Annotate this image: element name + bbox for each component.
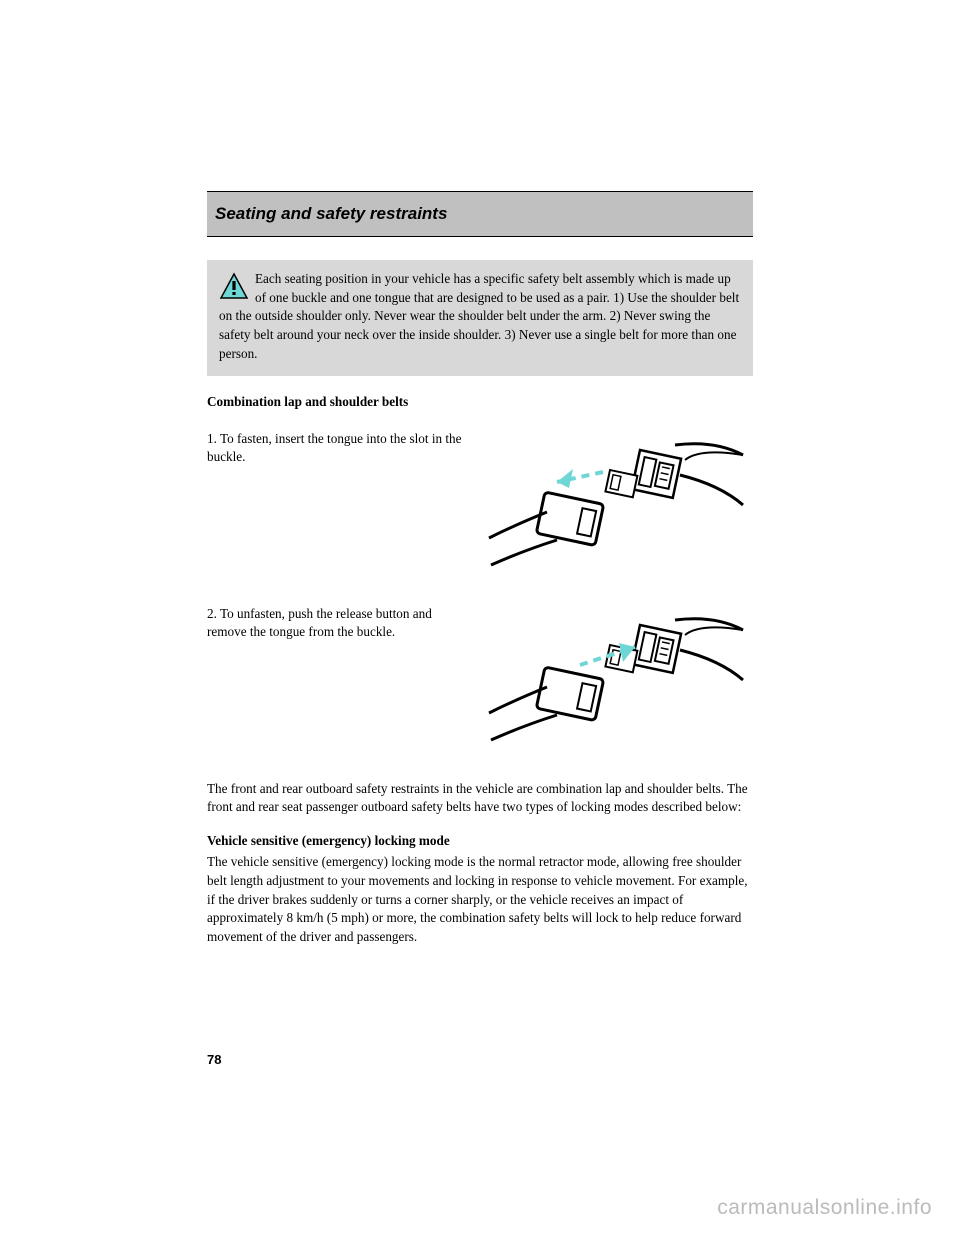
step-2-row: 2. To unfasten, push the release button …: [207, 605, 753, 760]
warning-triangle-icon: [219, 272, 249, 300]
section-title: Seating and safety restraints: [215, 204, 753, 224]
subsection-heading: Combination lap and shoulder belts: [207, 394, 753, 410]
warning-box: Each seating position in your vehicle ha…: [207, 260, 753, 376]
locking-mode-body: The vehicle sensitive (emergency) lockin…: [207, 853, 753, 947]
step-1-text: 1. To fasten, insert the tongue into the…: [207, 430, 477, 585]
warning-text: Each seating position in your vehicle ha…: [219, 270, 741, 364]
manual-page: Seating and safety restraints Each seati…: [207, 191, 753, 947]
watermark-text: carmanualsonline.info: [717, 1196, 932, 1220]
step-1-row: 1. To fasten, insert the tongue into the…: [207, 430, 753, 585]
fasten-belt-diagram: [477, 430, 753, 585]
arrow-left-icon: [557, 469, 603, 488]
locking-mode-heading: Vehicle sensitive (emergency) locking mo…: [207, 833, 753, 849]
page-number: 78: [207, 1052, 221, 1067]
body-paragraph: The front and rear outboard safety restr…: [207, 780, 753, 817]
section-header-bar: Seating and safety restraints: [207, 191, 753, 237]
unfasten-belt-diagram: [477, 605, 753, 760]
step-2-text: 2. To unfasten, push the release button …: [207, 605, 477, 760]
